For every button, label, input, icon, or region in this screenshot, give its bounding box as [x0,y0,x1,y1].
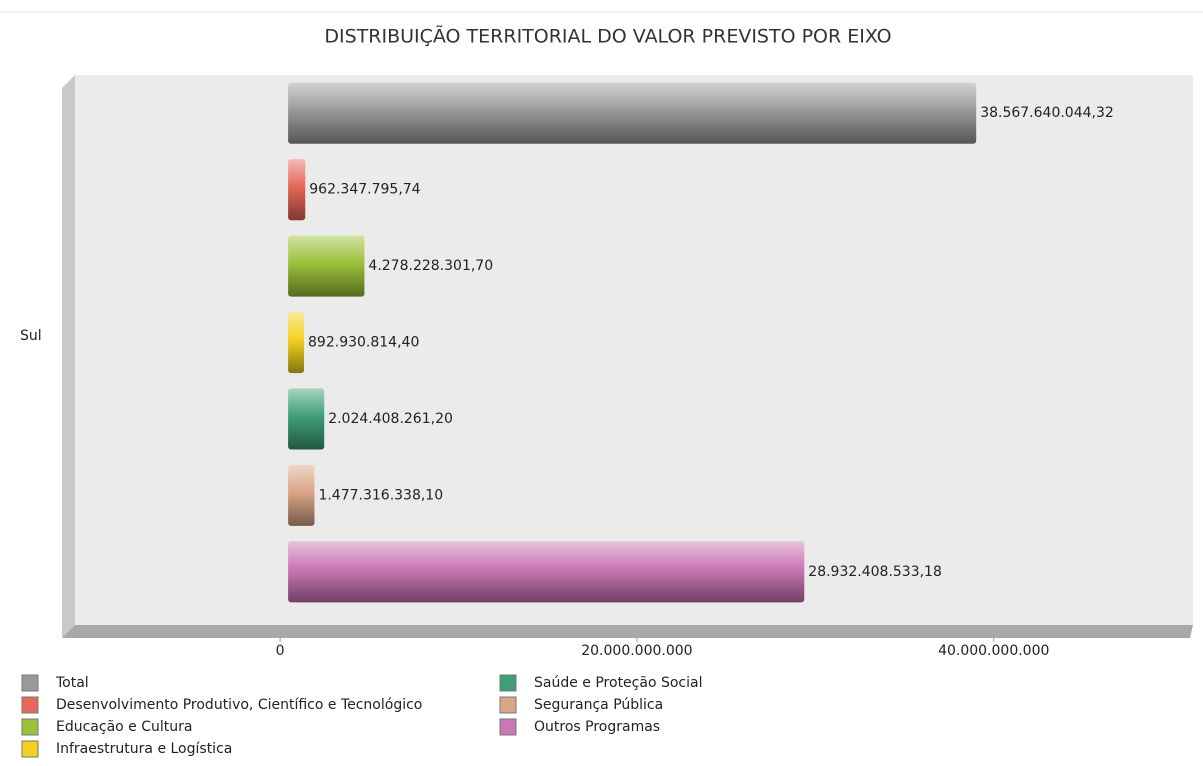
legend-swatch [499,696,517,714]
bar [288,464,315,526]
value-label: 28.932.408.533,18 [808,564,942,580]
value-label: 38.567.640.044,32 [980,105,1114,121]
bar [288,235,365,297]
bar [288,388,325,450]
legend-swatch [499,718,517,736]
legend-label: Infraestrutura e Logística [56,741,232,757]
legend-label: Total [55,675,89,691]
legend-label: Educação e Cultura [56,719,192,735]
legend-label: Saúde e Proteção Social [534,675,702,691]
category-label: Sul [20,328,42,344]
bar [288,82,977,144]
x-tick-label: 40.000.000.000 [938,643,1049,659]
legend-label: Desenvolvimento Produtivo, Científico e … [56,697,422,713]
bar [288,311,305,374]
legend-swatch [21,740,39,758]
floor [62,625,1193,638]
bar [288,541,805,603]
value-label: 962.347.795,74 [309,182,420,198]
value-label: 2.024.408.261,20 [328,411,453,427]
bar [288,159,306,221]
side-wall [62,75,75,638]
legend-swatch [21,696,39,714]
legend-label: Outros Programas [534,719,660,735]
value-label: 4.278.228.301,70 [368,258,493,274]
chart-title: DISTRIBUIÇÃO TERRITORIAL DO VALOR PREVIS… [324,25,891,48]
plot-area [75,75,1193,625]
legend-swatch [21,674,39,692]
legend-swatch [499,674,517,692]
value-label: 892.930.814,40 [308,335,419,351]
x-tick-label: 0 [276,643,285,659]
value-label: 1.477.316.338,10 [318,487,443,503]
legend-swatch [21,718,39,736]
legend-label: Segurança Pública [534,697,663,713]
x-tick-label: 20.000.000.000 [581,643,692,659]
